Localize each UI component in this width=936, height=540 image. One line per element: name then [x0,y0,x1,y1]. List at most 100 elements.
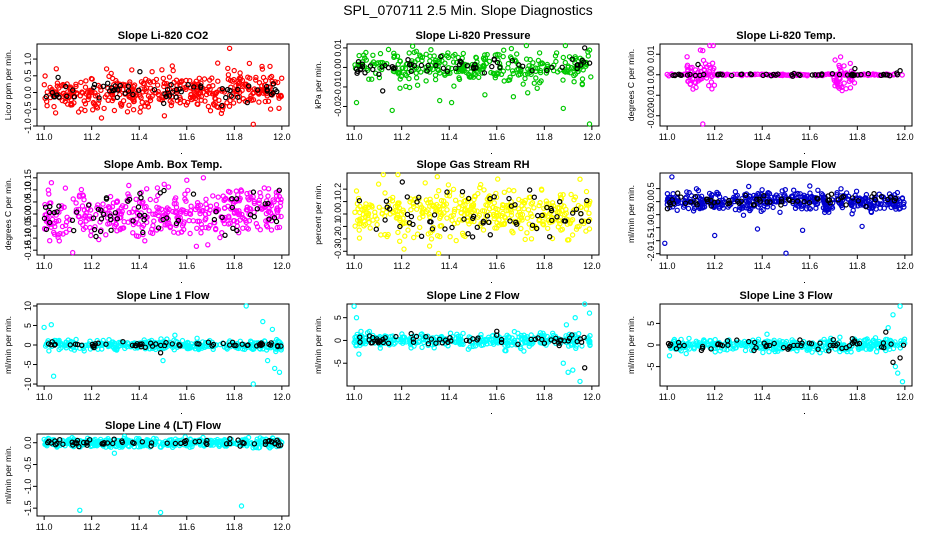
data-point [444,192,450,199]
data-point [172,195,179,201]
data-point [836,71,843,78]
data-point [373,70,379,77]
y-tick-label: 5 [333,315,343,320]
data-point [78,79,84,86]
data-point [429,202,435,208]
data-point [382,190,388,196]
y-tick-label: 0.1 [333,195,343,208]
data-point [155,91,161,98]
data-point [245,74,251,80]
data-point [161,80,168,87]
data-point [254,206,260,212]
data-point [253,74,259,81]
axis-dot [181,413,182,414]
data-point [221,220,228,227]
x-tick-label: 11.6 [178,522,195,532]
data-point [462,202,468,208]
outlier-point [353,99,360,106]
data-point [264,86,270,93]
data-point [91,84,97,91]
data-point [809,349,815,355]
data-point [141,81,147,87]
data-point [177,86,183,92]
data-point [493,194,500,200]
data-point [427,218,433,225]
panel-title: Slope Line 1 Flow [117,290,210,302]
data-point [224,100,230,106]
data-point [206,83,212,90]
data-point [528,236,535,242]
x-tick-label: 11.0 [346,261,363,271]
axis-dot [491,282,492,283]
y-tick-label: 0.00 [23,205,33,223]
data-point [137,190,143,197]
data-point [522,71,528,78]
data-point [229,204,235,211]
data-point [460,50,466,57]
data-point [493,205,499,212]
data-point [357,218,363,224]
data-point [490,204,496,211]
data-point [514,51,520,57]
outlier-point [157,509,164,516]
series-reference [43,68,280,109]
y-tick-label: 0.00 [646,66,656,84]
data-point [476,74,482,81]
data-point [873,71,879,78]
series-reference [670,61,903,79]
data-point [140,229,146,236]
outlier-point [250,121,256,128]
y-axis-label: ml/min per min. [3,446,13,504]
outlier-point [897,355,903,361]
data-point [701,71,707,78]
data-point [231,217,237,224]
data-point [267,106,274,112]
data-point [203,196,209,202]
data-point [419,344,425,351]
data-point [843,202,849,208]
data-point [418,233,425,239]
x-tick-label: 12.0 [273,522,291,532]
data-point [83,78,89,84]
data-point [539,212,545,219]
x-tick-label: 11.8 [226,132,243,142]
x-tick-label: 12.0 [583,132,601,142]
data-point [411,49,417,56]
data-point [126,102,132,109]
data-point [537,199,543,206]
panel-title: Slope Gas Stream RH [416,159,529,171]
data-point [427,196,433,202]
data-point [126,193,132,199]
data-point [100,83,107,90]
data-point [567,69,574,76]
y-tick-label: 0.0 [646,195,656,208]
data-point [537,69,544,76]
data-point [529,222,536,228]
y-tick-label: -0.3 [333,244,343,260]
data-point [235,94,241,100]
data-point [470,215,476,222]
data-point [512,202,518,208]
data-point [588,74,594,80]
data-point [451,220,458,227]
y-tick-label: -0.15 [23,240,33,261]
data-point [112,221,119,228]
outlier-point [260,318,266,325]
data-point [104,80,111,87]
data-point [397,215,403,222]
data-point [267,74,273,81]
data-point [259,66,266,72]
data-point [534,85,540,92]
data-point [197,208,203,214]
data-point [112,83,119,89]
x-tick-label: 11.8 [536,132,553,142]
data-point [379,64,385,70]
data-point [186,217,192,224]
data-point [44,102,50,109]
outlier-point [434,173,440,180]
data-point [136,212,143,218]
data-point [273,193,280,199]
data-point [431,53,437,59]
data-point [149,226,155,232]
data-point [355,68,361,75]
